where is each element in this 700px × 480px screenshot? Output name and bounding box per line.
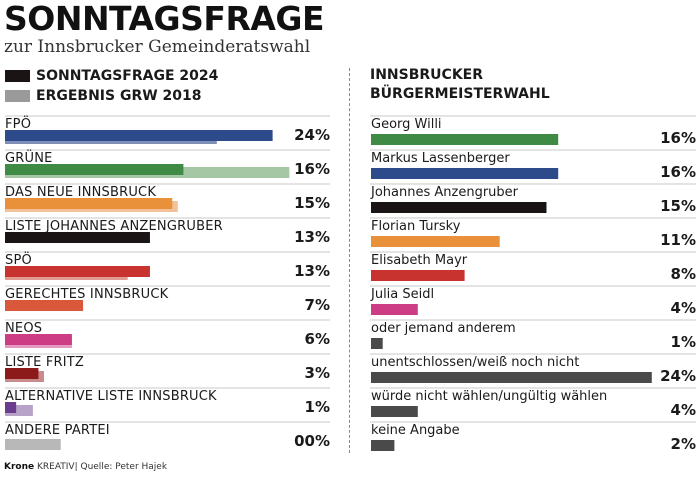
bar-2024	[5, 164, 184, 175]
value-label: 3%	[305, 364, 330, 382]
value-label: 8%	[671, 265, 696, 283]
value-label: 13%	[294, 262, 330, 280]
candidate-label: Markus Lassenberger	[371, 151, 510, 166]
category-label: SPÖ	[5, 251, 32, 268]
footer-source-text: | Quelle: Peter Hajek	[74, 462, 168, 472]
value-label: 16%	[660, 163, 696, 181]
legend-swatch-2018	[5, 90, 30, 102]
candidate-bar	[371, 304, 418, 315]
value-label: 11%	[660, 231, 696, 249]
value-label: 24%	[294, 126, 330, 144]
candidate-label: Florian Tursky	[371, 219, 461, 234]
value-label: 1%	[305, 398, 330, 416]
legend-label-2018: ERGEBNIS GRW 2018	[36, 88, 202, 104]
bar-2018	[5, 439, 61, 450]
candidate-label: oder jemand anderem	[371, 321, 516, 336]
value-label: 00%	[294, 432, 330, 450]
candidate-bar	[371, 338, 383, 349]
category-label: LISTE FRITZ	[5, 355, 84, 370]
category-label: DAS NEUE INNSBRUCK	[5, 185, 156, 200]
candidate-label: würde nicht wählen/ungültig wählen	[371, 389, 607, 404]
candidate-bar	[371, 406, 418, 417]
category-label: ANDERE PARTEI	[5, 423, 110, 438]
candidate-bar	[371, 372, 652, 383]
value-label: 15%	[294, 194, 330, 212]
value-label: 4%	[671, 299, 696, 317]
value-label: 7%	[305, 296, 330, 314]
value-label: 6%	[305, 330, 330, 348]
chart-title: SONNTAGSFRAGE	[4, 0, 325, 38]
candidate-label: Johannes Anzengruber	[370, 185, 519, 200]
bar-2024	[5, 334, 72, 345]
value-label: 24%	[660, 367, 696, 385]
legend-item-2024: SONNTAGSFRAGE 2024	[5, 68, 218, 84]
footer-brand-suffix: KREATIV	[36, 462, 75, 472]
value-label: 13%	[294, 228, 330, 246]
candidate-label: Elisabeth Mayr	[371, 253, 468, 268]
category-label: LISTE JOHANNES ANZENGRUBER	[5, 219, 223, 234]
category-label: GRÜNE	[5, 149, 53, 166]
candidate-label: unentschlossen/weiß noch nicht	[371, 355, 579, 370]
candidate-bar	[371, 270, 465, 281]
category-label: ALTERNATIVE LISTE INNSBRUCK	[5, 389, 217, 404]
value-label: 2%	[671, 435, 696, 453]
bar-2024	[5, 300, 84, 311]
bar-2024	[5, 368, 39, 379]
bar-2024	[5, 130, 273, 141]
legend-label-2024: SONNTAGSFRAGE 2024	[36, 68, 219, 84]
candidate-bar	[371, 202, 547, 213]
chart-subtitle: zur Innsbrucker Gemeinderatswahl	[4, 37, 311, 57]
bar-2024	[5, 402, 17, 413]
column-divider	[349, 68, 350, 453]
value-label: 15%	[660, 197, 696, 215]
candidate-label: Julia Seidl	[370, 287, 434, 302]
bar-2018	[5, 405, 33, 416]
candidate-bar	[371, 236, 500, 247]
candidate-bar	[371, 168, 559, 179]
candidate-label: keine Angabe	[371, 423, 460, 438]
value-label: 16%	[294, 160, 330, 178]
value-label: 1%	[671, 333, 696, 351]
right-chart-title-line1: INNSBRUCKER	[370, 67, 484, 83]
right-chart-title: INNSBRUCKER BÜRGERMEISTERWAHL	[370, 66, 550, 104]
legend-item-2018: ERGEBNIS GRW 2018	[5, 88, 202, 104]
footer-source: Krone KREATIV| Quelle: Peter Hajek	[4, 462, 167, 472]
candidate-bar	[371, 440, 395, 451]
category-label: GERECHTES INNSBRUCK	[5, 287, 169, 302]
gemeinderat-chart: FPÖ 24% GRÜNE 16% DAS NEUE INNSBRUCK 15% LISTE…	[5, 115, 330, 450]
bar-2024	[5, 266, 150, 277]
bar-2024	[5, 198, 173, 209]
right-chart-title-line2: BÜRGERMEISTERWAHL	[370, 86, 550, 102]
value-label: 4%	[671, 401, 696, 419]
category-label: NEOS	[5, 321, 42, 336]
candidate-label: Georg Willi	[371, 117, 442, 132]
buergermeister-chart: Georg Willi 16% Markus Lassenberger 16% Joha…	[370, 115, 696, 453]
legend-swatch-2024	[5, 70, 30, 82]
candidate-bar	[371, 134, 559, 145]
bar-2024	[5, 232, 150, 243]
value-label: 16%	[660, 129, 696, 147]
category-label: FPÖ	[5, 115, 31, 132]
footer-brand: Krone	[4, 462, 35, 472]
